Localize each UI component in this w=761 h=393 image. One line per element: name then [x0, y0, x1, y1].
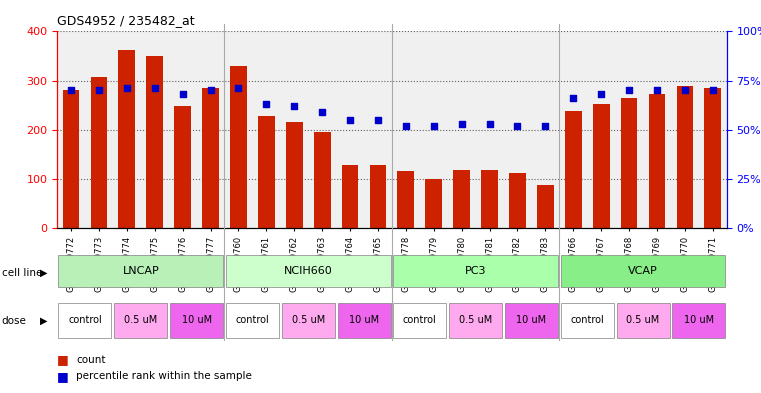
Point — [540, 123, 552, 129]
Text: cell line: cell line — [2, 268, 42, 278]
Text: LNCAP: LNCAP — [123, 266, 159, 276]
Text: 0.5 uM: 0.5 uM — [459, 315, 492, 325]
Text: ■: ■ — [57, 370, 68, 383]
Bar — [337, 303, 390, 338]
Text: 10 uM: 10 uM — [349, 315, 379, 325]
Bar — [230, 66, 247, 228]
Bar — [705, 88, 721, 228]
Point — [232, 85, 244, 92]
Bar — [673, 303, 725, 338]
Point — [177, 91, 189, 97]
Bar — [537, 185, 554, 228]
Point — [148, 85, 161, 92]
Text: 0.5 uM: 0.5 uM — [291, 315, 325, 325]
Bar — [677, 86, 693, 228]
Point — [707, 87, 719, 94]
Bar — [119, 50, 135, 228]
Bar — [397, 171, 414, 228]
Bar — [616, 303, 670, 338]
Bar — [226, 255, 390, 287]
Point — [205, 87, 217, 94]
Text: percentile rank within the sample: percentile rank within the sample — [76, 371, 252, 382]
Text: VCAP: VCAP — [628, 266, 658, 276]
Bar — [258, 116, 275, 228]
Point — [651, 87, 663, 94]
Bar — [59, 255, 223, 287]
Text: count: count — [76, 354, 106, 365]
Point — [483, 121, 495, 127]
Point — [121, 85, 133, 92]
Bar — [62, 90, 79, 228]
Bar — [91, 77, 107, 228]
Bar — [174, 106, 191, 228]
Bar — [202, 88, 219, 228]
Point — [679, 87, 691, 94]
Text: ▶: ▶ — [40, 268, 47, 278]
Bar — [226, 303, 279, 338]
Bar — [565, 111, 581, 228]
Bar — [454, 171, 470, 228]
Bar — [370, 165, 387, 228]
Bar — [561, 255, 725, 287]
Point — [567, 95, 579, 101]
Bar — [648, 94, 665, 228]
Bar — [282, 303, 335, 338]
Bar — [425, 179, 442, 228]
Bar — [314, 132, 330, 228]
Bar — [593, 104, 610, 228]
Bar — [481, 171, 498, 228]
Text: control: control — [68, 315, 102, 325]
Text: GDS4952 / 235482_at: GDS4952 / 235482_at — [57, 14, 195, 27]
Text: 0.5 uM: 0.5 uM — [626, 315, 660, 325]
Text: control: control — [403, 315, 437, 325]
Bar — [114, 303, 167, 338]
Point — [260, 101, 272, 107]
Text: ▶: ▶ — [40, 316, 47, 326]
Text: dose: dose — [2, 316, 27, 326]
Point — [511, 123, 524, 129]
Text: NCIH660: NCIH660 — [284, 266, 333, 276]
Text: control: control — [235, 315, 269, 325]
Point — [316, 109, 328, 115]
Point — [288, 103, 301, 109]
Bar — [342, 165, 358, 228]
Point — [623, 87, 635, 94]
Text: 0.5 uM: 0.5 uM — [124, 315, 158, 325]
Bar — [449, 303, 502, 338]
Text: 10 uM: 10 uM — [517, 315, 546, 325]
Point — [65, 87, 77, 94]
Text: ■: ■ — [57, 353, 68, 366]
Bar — [170, 303, 223, 338]
Bar — [146, 56, 163, 228]
Bar — [509, 173, 526, 228]
Bar — [621, 98, 638, 228]
Bar — [393, 255, 558, 287]
Text: 10 uM: 10 uM — [182, 315, 212, 325]
Point — [400, 123, 412, 129]
Point — [428, 123, 440, 129]
Point — [595, 91, 607, 97]
Bar — [505, 303, 558, 338]
Point — [456, 121, 468, 127]
Point — [344, 117, 356, 123]
Text: control: control — [570, 315, 604, 325]
Point — [93, 87, 105, 94]
Bar — [393, 303, 446, 338]
Bar — [286, 122, 303, 228]
Bar — [59, 303, 111, 338]
Bar — [561, 303, 613, 338]
Text: PC3: PC3 — [465, 266, 486, 276]
Text: 10 uM: 10 uM — [684, 315, 714, 325]
Point — [372, 117, 384, 123]
